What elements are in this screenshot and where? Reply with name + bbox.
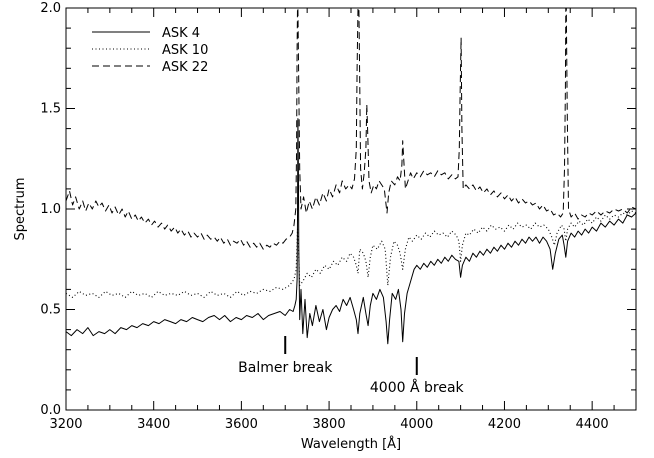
series-layer [65, 7, 637, 345]
x-tick-label: 3800 [313, 417, 346, 432]
y-axis: 0.0 0.5 1.0 1.5 2.0 [40, 1, 636, 418]
x-axis: 3200 3400 3600 3800 4000 4200 4400 [49, 8, 637, 432]
x-tick-label: 3600 [225, 417, 258, 432]
annotation-layer: Balmer break 4000 Å break [238, 336, 465, 396]
annotation-label: Balmer break [238, 360, 333, 376]
y-tick-label: 2.0 [40, 1, 61, 16]
legend-label: ASK 22 [162, 60, 208, 75]
x-tick-label: 4000 [400, 417, 433, 432]
plot-frame [65, 7, 637, 411]
series-line-3 [65, 7, 637, 250]
legend-label: ASK 10 [162, 43, 208, 58]
y-tick-label: 0.0 [40, 403, 61, 418]
legend: ASK 4 ASK 10 ASK 22 [92, 26, 208, 75]
y-tick-label: 1.0 [40, 202, 61, 217]
x-axis-label: Wavelength [Å] [301, 436, 401, 452]
x-tick-label: 3400 [137, 417, 170, 432]
legend-label: ASK 4 [162, 26, 200, 41]
y-axis-label: Spectrum [13, 178, 28, 241]
x-tick-label: 4400 [576, 417, 609, 432]
x-tick-label: 3200 [49, 417, 82, 432]
series-line-1 [65, 118, 637, 345]
y-tick-label: 0.5 [40, 303, 61, 318]
x-tick-label: 4200 [488, 417, 521, 432]
annotation-label: 4000 Å break [370, 379, 465, 396]
y-tick-label: 1.5 [40, 102, 61, 117]
